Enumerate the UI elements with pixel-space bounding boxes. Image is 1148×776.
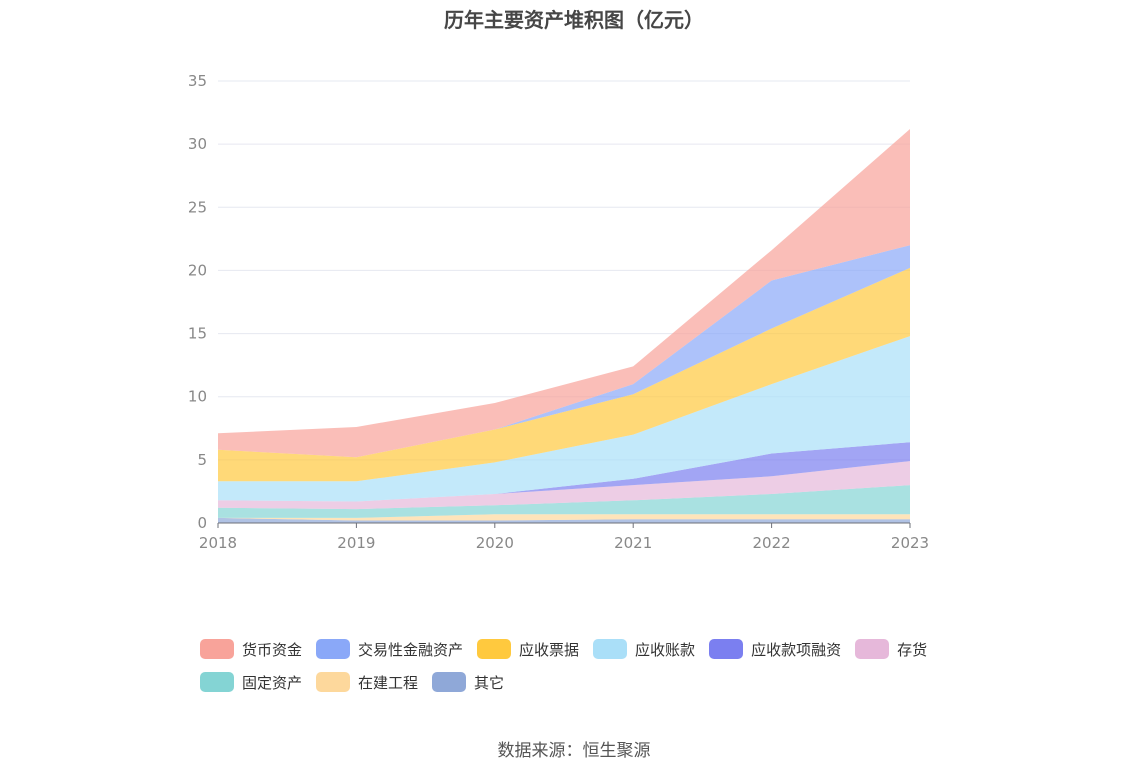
legend-item[interactable]: 在建工程 xyxy=(316,671,418,693)
legend-label: 在建工程 xyxy=(358,673,419,692)
legend-item[interactable]: 固定资产 xyxy=(200,671,302,693)
chart-title: 历年主要资产堆积图（亿元） xyxy=(444,8,704,32)
area-layer: 其它在建工程固定资产存货应收款项融资应收账款应收票据交易性金融资产货币资金 xyxy=(218,129,910,523)
legend-swatch xyxy=(855,639,890,659)
legend-label: 应收账款 xyxy=(635,640,696,659)
area-series: 应收账款 xyxy=(218,336,910,502)
area-series: 应收票据 xyxy=(218,267,910,482)
legend-swatch xyxy=(593,639,628,659)
area-series: 在建工程 xyxy=(218,514,910,521)
y-tick-label: 10 xyxy=(188,388,207,406)
legend-swatch xyxy=(477,639,512,659)
legend-label: 固定资产 xyxy=(242,673,303,692)
area-series: 交易性金融资产 xyxy=(218,245,910,458)
y-tick-label: 30 xyxy=(188,135,207,153)
legend-label: 交易性金融资产 xyxy=(358,640,464,659)
y-tick-label: 25 xyxy=(188,198,207,216)
y-tick-label: 5 xyxy=(197,451,207,469)
legend-item[interactable]: 交易性金融资产 xyxy=(316,638,463,660)
legend-item[interactable]: 货币资金 xyxy=(200,638,302,660)
x-tick-label: 2019 xyxy=(337,534,375,552)
area-series: 固定资产 xyxy=(218,485,910,518)
x-tick-label: 2023 xyxy=(891,534,929,552)
x-tick-label: 2020 xyxy=(476,534,514,552)
legend-item[interactable]: 存货 xyxy=(855,638,927,660)
legend-swatch xyxy=(432,672,467,692)
legend-item[interactable]: 应收款项融资 xyxy=(709,638,841,660)
axis-layer: 0 5 10 15 20 25 30 35 2018 2019 2020 2021 2022 2023 xyxy=(188,72,929,552)
area-series: 应收款项融资 xyxy=(218,442,910,502)
legend-item[interactable]: 应收票据 xyxy=(477,638,579,660)
legend-swatch xyxy=(316,639,351,659)
area-series: 其它 xyxy=(218,517,910,523)
legend-item[interactable]: 应收账款 xyxy=(593,638,695,660)
legend-swatch xyxy=(709,639,744,659)
legend: 货币资金 交易性金融资产 应收票据 应收账款 应收款项融资 存货固定资产 在建工程 其它 xyxy=(200,638,980,693)
x-tick-label: 2021 xyxy=(614,534,652,552)
area-series: 存货 xyxy=(218,461,910,510)
legend-label: 其它 xyxy=(474,673,505,692)
y-tick-label: 35 xyxy=(188,72,207,90)
legend-swatch xyxy=(200,672,234,692)
legend-label: 存货 xyxy=(897,640,928,659)
x-tick-label: 2018 xyxy=(199,534,237,552)
stacked-area-chart: 其它在建工程固定资产存货应收款项融资应收账款应收票据交易性金融资产货币资金 0 5… xyxy=(188,72,929,552)
y-tick-label: 0 xyxy=(197,514,207,532)
legend-label: 应收款项融资 xyxy=(751,640,842,659)
legend-swatch xyxy=(316,672,351,692)
legend-label: 货币资金 xyxy=(242,640,303,659)
legend-swatch xyxy=(200,639,234,659)
legend-label: 应收票据 xyxy=(519,640,580,659)
y-tick-label: 15 xyxy=(188,325,207,343)
x-tick-label: 2022 xyxy=(753,534,791,552)
legend-item[interactable]: 其它 xyxy=(432,671,504,693)
data-source: 数据来源：恒生聚源 xyxy=(497,741,651,761)
y-tick-label: 20 xyxy=(188,261,207,279)
area-series: 货币资金 xyxy=(218,129,910,458)
